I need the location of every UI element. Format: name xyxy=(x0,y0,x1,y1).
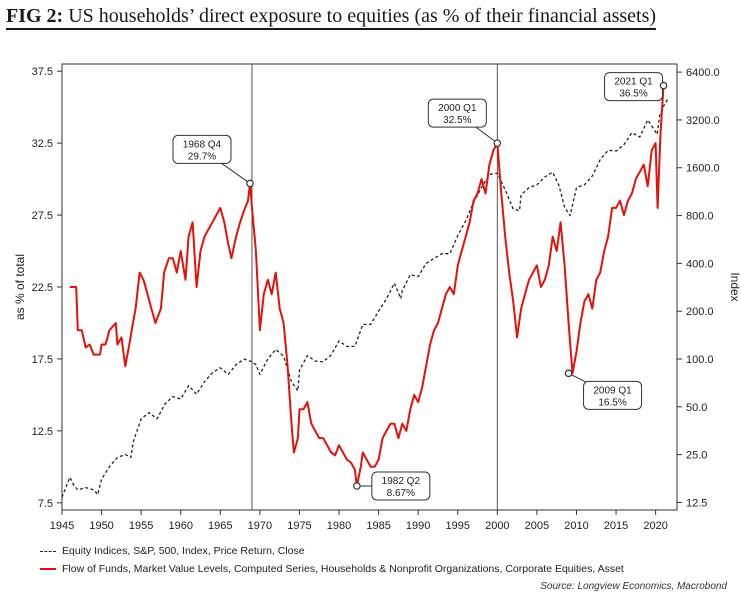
annotation-marker xyxy=(246,179,254,188)
series-line-sp500 xyxy=(61,99,669,498)
annotation-marker xyxy=(659,81,668,90)
x-tick-label: 1975 xyxy=(287,520,311,532)
legend-label-sp500: Equity Indices, S&P, 500, Index, Price R… xyxy=(62,545,305,557)
y-tick-label: 12.5 xyxy=(32,426,53,438)
x-tick-label: 2010 xyxy=(564,520,588,532)
annotation-box xyxy=(172,134,232,164)
y2-tick-label: 6400.0 xyxy=(686,67,720,79)
annotation-marker xyxy=(493,139,502,147)
legend-label-flow-of-funds: Flow of Funds, Market Value Levels, Comp… xyxy=(62,563,624,575)
annotation-date: 2021 Q1 xyxy=(614,77,653,88)
chart-title: FIG 2: US households’ direct exposure to… xyxy=(6,4,657,30)
annotation-date: 1968 Q4 xyxy=(183,139,222,150)
x-tick-label: 1980 xyxy=(327,520,351,532)
y2-tick-label: 50.0 xyxy=(686,402,707,414)
x-tick-label: 1955 xyxy=(129,520,153,532)
x-tick-label: 1965 xyxy=(208,520,232,532)
legend-item-sp500: Equity Indices, S&P, 500, Index, Price R… xyxy=(40,545,305,557)
legend-dashed-swatch xyxy=(40,550,56,552)
x-tick-label: 1960 xyxy=(168,520,192,532)
series-line-flow-of-funds xyxy=(69,85,665,487)
y-tick-label: 27.5 xyxy=(32,210,53,222)
annotation-box xyxy=(427,98,487,128)
annotation-box xyxy=(371,471,431,501)
y2-tick-label: 3200.0 xyxy=(686,115,720,127)
annotation-date: 2009 Q1 xyxy=(593,385,632,396)
annotation-value: 32.5% xyxy=(443,115,471,126)
y-axis-title: as % of total xyxy=(13,254,27,320)
y2-tick-label: 25.0 xyxy=(686,450,707,462)
chart-area: 1945 1950 1955 1960 1965 1970 1975 1980 1985 1990… xyxy=(13,63,741,532)
annotation-marker xyxy=(353,482,361,490)
y-tick-label: 32.5 xyxy=(32,138,53,150)
y-tick-label: 22.5 xyxy=(32,282,53,294)
chart-title-prefix: FIG 2: xyxy=(6,5,64,27)
chart-title-text: US households’ direct exposure to equiti… xyxy=(68,5,657,27)
y2-axis-title: Index xyxy=(728,272,741,301)
x-tick-label: 2000 xyxy=(485,520,509,532)
annotation-value: 8.67% xyxy=(387,488,415,499)
y-tick-label: 37.5 xyxy=(32,66,53,78)
source-note: Source: Longview Economics, Macrobond xyxy=(540,581,727,592)
annotation-date: 2000 Q1 xyxy=(438,103,477,114)
x-tick-label: 1985 xyxy=(366,520,390,532)
annotation-value: 16.5% xyxy=(598,397,626,408)
y2-tick-label: 100.0 xyxy=(686,354,714,366)
plot-frame xyxy=(61,63,678,511)
annotation-box xyxy=(583,380,643,410)
y2-tick-label: 400.0 xyxy=(686,258,714,270)
x-tick-label: 1970 xyxy=(248,520,272,532)
annotation-value: 36.5% xyxy=(619,89,647,100)
annotation-value: 29.7% xyxy=(188,151,216,162)
x-tick-label: 2020 xyxy=(643,520,667,532)
y-tick-label: 7.5 xyxy=(38,498,53,510)
x-tick-label: 2005 xyxy=(525,520,549,532)
y2-tick-label: 12.5 xyxy=(686,497,707,509)
x-tick-label: 1950 xyxy=(89,520,113,532)
y-tick-label: 17.5 xyxy=(32,354,53,366)
legend-item-flow-of-funds: Flow of Funds, Market Value Levels, Comp… xyxy=(40,563,624,575)
legend-red-swatch xyxy=(40,568,56,571)
x-tick-label: 1990 xyxy=(406,520,430,532)
x-tick-label: 1945 xyxy=(50,520,74,532)
y2-tick-label: 800.0 xyxy=(686,211,714,223)
y2-tick-label: 200.0 xyxy=(686,306,714,318)
annotation-marker xyxy=(564,369,573,378)
x-tick-label: 1995 xyxy=(446,520,470,532)
annotation-date: 1982 Q2 xyxy=(382,476,421,487)
annotation-callout: 1982 Q28.67% xyxy=(353,471,431,501)
y2-tick-label: 1600.0 xyxy=(686,163,720,175)
x-tick-label: 2015 xyxy=(604,520,628,532)
